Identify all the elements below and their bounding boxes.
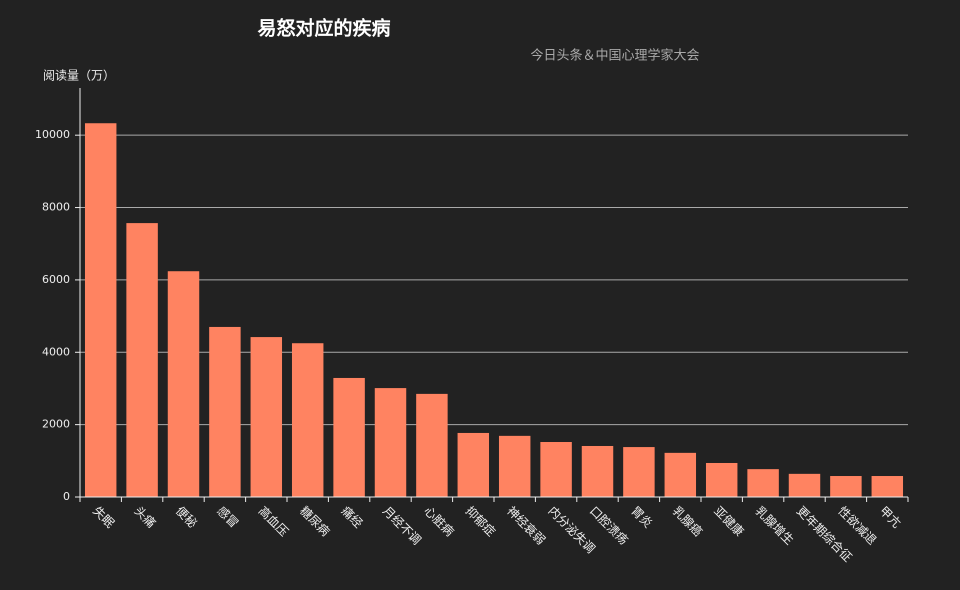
bar bbox=[250, 337, 283, 497]
y-tick-label: 2000 bbox=[42, 418, 70, 431]
y-tick-label: 8000 bbox=[42, 201, 70, 214]
y-tick-label: 6000 bbox=[42, 273, 70, 286]
bar bbox=[167, 271, 200, 497]
bar bbox=[871, 476, 904, 497]
bar bbox=[416, 393, 448, 497]
y-tick-label: 10000 bbox=[35, 128, 70, 141]
y-tick-label: 0 bbox=[63, 490, 70, 503]
bar bbox=[126, 223, 158, 497]
bar bbox=[333, 377, 365, 497]
bar bbox=[623, 447, 655, 497]
bar bbox=[705, 462, 738, 497]
y-axis-label: 阅读量（万） bbox=[43, 69, 115, 83]
bar bbox=[747, 469, 779, 497]
bar bbox=[830, 476, 862, 497]
bar bbox=[498, 435, 531, 497]
chart-title: 易怒对应的疾病 bbox=[257, 17, 390, 40]
bar bbox=[581, 445, 614, 497]
bar bbox=[457, 432, 490, 497]
bar bbox=[209, 326, 241, 497]
chart-subtitle: 今日头条＆中国心理学家大会 bbox=[530, 48, 699, 64]
bar bbox=[540, 442, 572, 497]
bar bbox=[664, 452, 697, 497]
y-tick-label: 4000 bbox=[42, 345, 70, 358]
bar bbox=[374, 388, 407, 497]
bar bbox=[84, 123, 117, 497]
bar bbox=[788, 473, 821, 497]
bar bbox=[291, 343, 324, 497]
